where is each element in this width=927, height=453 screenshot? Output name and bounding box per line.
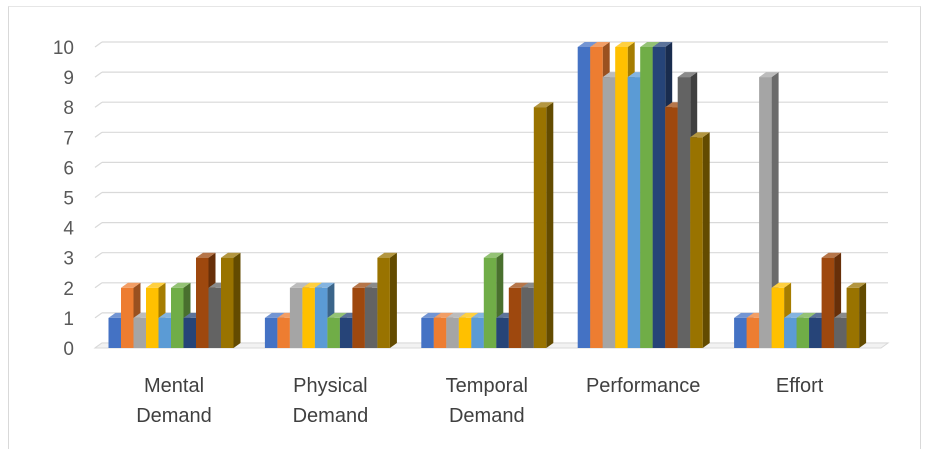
bar <box>759 72 779 348</box>
gridline-depth <box>94 222 103 229</box>
category-label: Effort <box>776 375 824 397</box>
gridline-depth <box>94 101 103 108</box>
bar <box>377 252 397 348</box>
y-tick-label: 7 <box>63 128 74 149</box>
gridline-depth <box>94 71 103 78</box>
gridline-depth <box>94 252 103 259</box>
y-tick-label: 6 <box>63 158 74 179</box>
gridline-depth <box>94 282 103 289</box>
y-tick-label: 4 <box>63 219 74 240</box>
bar <box>846 282 867 348</box>
gridline-depth <box>94 131 103 138</box>
y-axis-ticks: 0 1 2 3 4 5 6 7 8 9 10 <box>53 38 75 360</box>
gridline-depth <box>94 312 103 319</box>
category-label: Temporal Demand <box>446 375 528 427</box>
y-tick-label: 10 <box>53 38 74 59</box>
gridline-depth <box>94 192 103 198</box>
y-tick-label: 3 <box>63 249 74 270</box>
y-tick-label: 9 <box>63 68 74 89</box>
y-tick-label: 8 <box>63 98 74 119</box>
bars <box>108 42 867 348</box>
x-axis-labels: Mental Demand Physical Demand Temporal Demand… <box>136 375 824 427</box>
chart-frame <box>8 6 921 449</box>
bar <box>533 102 554 348</box>
category-label: Mental Demand <box>136 375 212 427</box>
gridline-depth <box>94 161 103 168</box>
y-tick-label: 1 <box>63 309 74 330</box>
category-label: Physical Demand <box>293 375 369 427</box>
y-tick-label: 2 <box>63 279 74 300</box>
category-label: Performance <box>586 375 701 397</box>
bar <box>690 132 710 348</box>
bar <box>221 252 241 348</box>
y-tick-label: 5 <box>63 189 74 210</box>
gridline-depth <box>94 41 103 48</box>
y-tick-label: 0 <box>63 339 74 360</box>
